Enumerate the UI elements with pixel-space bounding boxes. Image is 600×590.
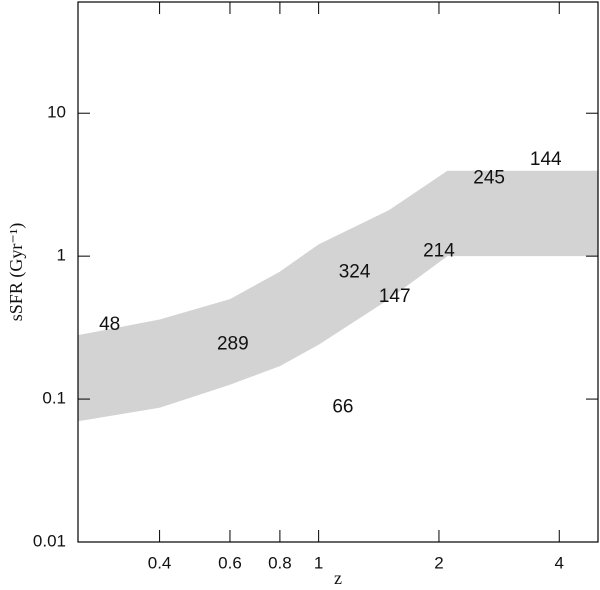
x-tick-label: 1 [314,553,323,572]
annotation: 324 [339,261,371,282]
y-axis-label: sSFR (Gyr⁻¹) [6,223,27,321]
annotation: 147 [379,286,411,307]
band [78,170,598,422]
plot-frame [77,1,599,543]
y-tick-label: 0.1 [42,389,66,408]
x-tick-label: 0.4 [148,553,172,572]
y-tick-label: 1 [57,246,66,265]
annotation: 245 [473,167,505,188]
x-tick-label: 0.6 [218,553,242,572]
annotation: 66 [332,397,353,418]
annotation: 289 [217,334,249,355]
annotation: 48 [99,314,120,335]
x-tick-label: 2 [434,553,443,572]
y-tick-label: 10 [47,103,66,122]
x-tick-label: 0.8 [268,553,292,572]
annotation: 144 [530,149,562,170]
annotation: 214 [423,240,455,261]
x-tick-label: 4 [555,553,564,572]
y-tick-label: 0.01 [33,531,66,550]
x-axis-label: z [334,568,342,588]
